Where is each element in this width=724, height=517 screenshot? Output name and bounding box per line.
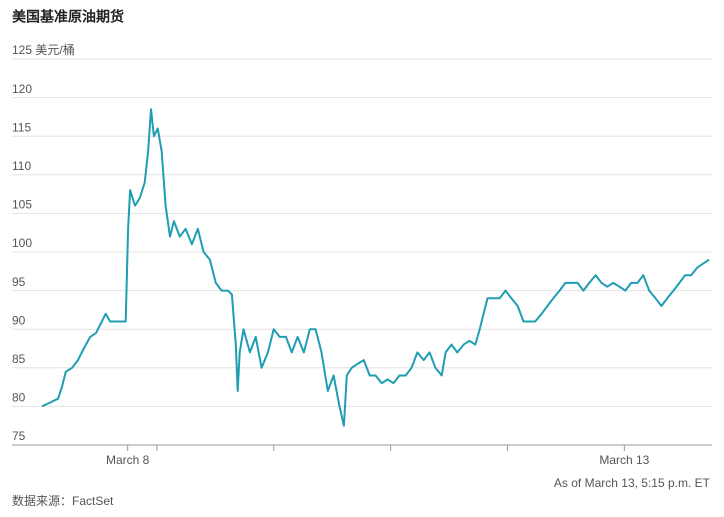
y-tick-label: 125 美元/桶	[12, 42, 75, 57]
y-tick-label: 75	[12, 429, 26, 443]
chart-title: 美国基准原油期货	[12, 9, 124, 25]
y-tick-label: 100	[12, 236, 32, 250]
y-tick-label: 115	[12, 120, 31, 134]
y-tick-label: 90	[12, 313, 26, 327]
y-tick-label: 105	[12, 198, 32, 212]
y-tick-label: 85	[12, 352, 26, 366]
y-tick-label: 110	[12, 159, 31, 173]
x-tick-label: March 8	[106, 453, 150, 467]
y-tick-label: 120	[12, 82, 32, 96]
x-tick-label: March 13	[599, 453, 649, 467]
y-tick-label: 80	[12, 391, 26, 405]
source-note: 数据来源：FactSet	[12, 493, 114, 508]
price-line	[41, 108, 710, 427]
y-tick-label: 95	[12, 275, 26, 289]
as-of-note: As of March 13, 5:15 p.m. ET	[554, 476, 711, 490]
